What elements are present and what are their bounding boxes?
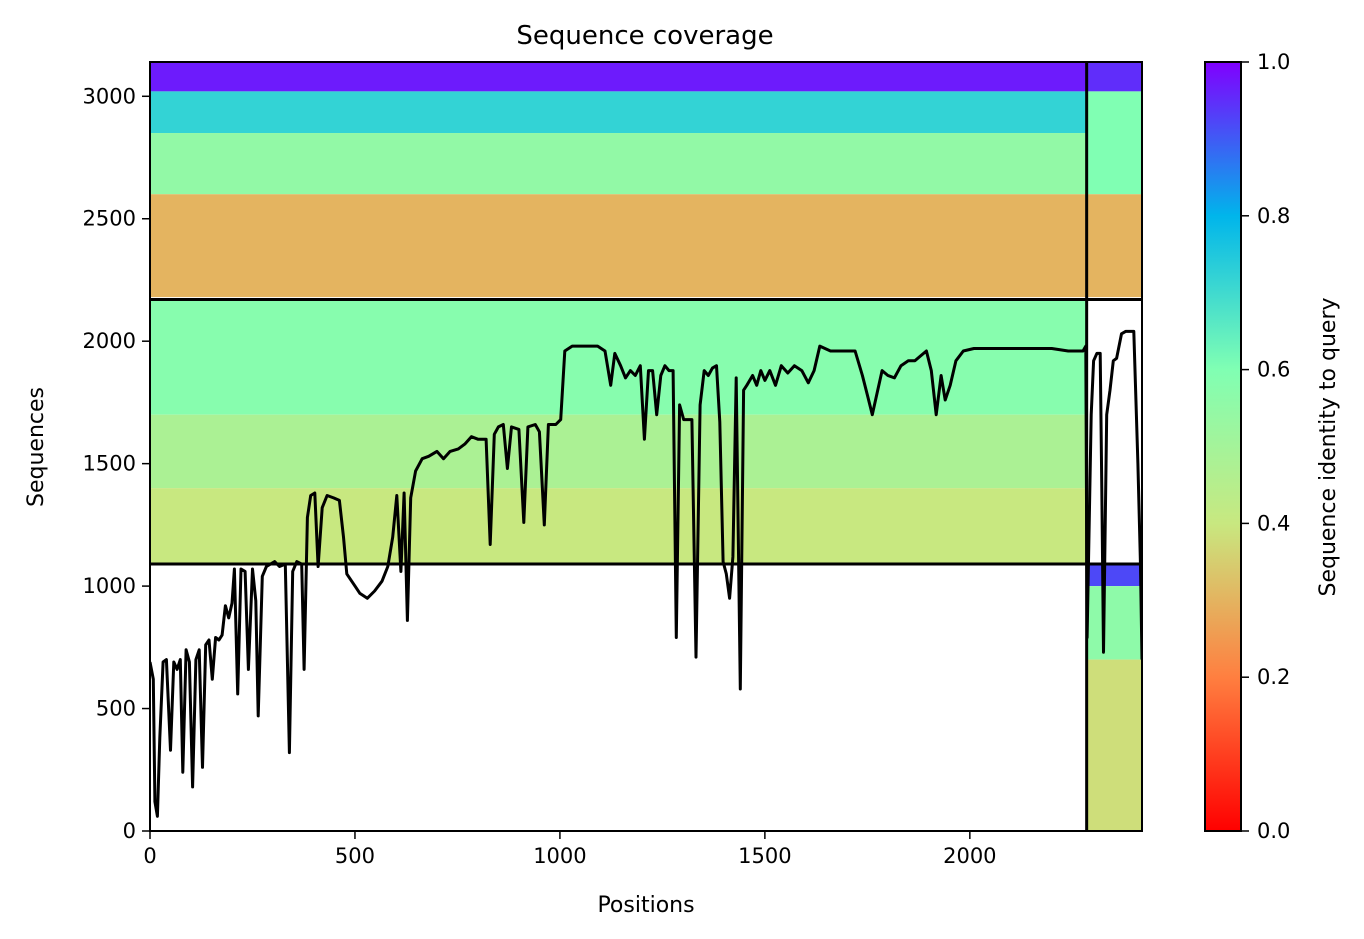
colorbar-label: Sequence identity to query — [1316, 297, 1341, 596]
block-lower-right-band-2 — [1086, 659, 1142, 831]
colorbar-tick-label: 0.8 — [1257, 204, 1290, 228]
block-upper-right — [1086, 62, 1142, 298]
x-axis: 0 500 1000 1500 2000 — [143, 831, 997, 868]
coverage-heatmap — [150, 62, 1142, 831]
block-upper-main-band-1 — [150, 91, 1087, 134]
plot-area — [149, 61, 1143, 832]
x-tick-label: 2000 — [943, 844, 996, 868]
block-middle-main-band-2 — [150, 488, 1087, 565]
block-upper-right-band-1 — [1086, 91, 1142, 195]
colorbar-tick-label: 0.0 — [1257, 819, 1290, 843]
y-tick-label: 2000 — [83, 329, 136, 353]
colorbar: 0.0 0.2 0.4 0.6 0.8 1.0 Sequence identity to … — [1204, 50, 1341, 843]
coverage-line-layer — [150, 329, 1142, 818]
y-tick-label: 0 — [123, 819, 136, 843]
block-upper-right-band-0 — [1086, 62, 1142, 92]
colorbar-tick-label: 0.4 — [1257, 511, 1290, 535]
x-axis-label: Positions — [597, 893, 694, 918]
block-lower-right-band-1 — [1086, 586, 1142, 660]
block-upper-main-band-0 — [150, 62, 1087, 92]
block-middle-main — [150, 299, 1087, 565]
y-tick-label: 1000 — [83, 574, 136, 598]
x-tick-label: 0 — [143, 844, 156, 868]
plot-frame — [149, 61, 1143, 832]
colorbar-tick-label: 1.0 — [1257, 50, 1290, 74]
block-upper-main-band-3 — [150, 194, 1087, 298]
block-upper-main — [150, 62, 1087, 298]
coverage-line — [150, 329, 1142, 818]
chart-title: Sequence coverage — [516, 21, 773, 51]
block-middle-main-band-0 — [150, 299, 1087, 415]
block-upper-main-band-2 — [150, 133, 1087, 195]
x-tick-label: 1500 — [738, 844, 791, 868]
block-lower-right-band-0 — [1086, 564, 1142, 587]
x-tick-label: 1000 — [533, 844, 586, 868]
colorbar-gradient — [1204, 61, 1242, 832]
y-tick-label: 500 — [96, 697, 136, 721]
block-middle-main-band-1 — [150, 414, 1087, 489]
y-axis-label: Sequences — [24, 387, 49, 507]
y-tick-label: 1500 — [83, 452, 136, 476]
colorbar-tick-label: 0.6 — [1257, 358, 1290, 382]
colorbar-ticks: 0.0 0.2 0.4 0.6 0.8 1.0 — [1241, 50, 1290, 843]
x-tick-label: 500 — [335, 844, 375, 868]
colorbar-tick-label: 0.2 — [1257, 665, 1290, 689]
y-tick-label: 3000 — [83, 84, 136, 108]
block-upper-right-band-2 — [1086, 194, 1142, 298]
block-lower-right — [1086, 564, 1142, 831]
y-tick-label: 2500 — [83, 207, 136, 231]
y-axis: 0 500 1000 1500 2000 2500 3000 — [83, 84, 150, 843]
